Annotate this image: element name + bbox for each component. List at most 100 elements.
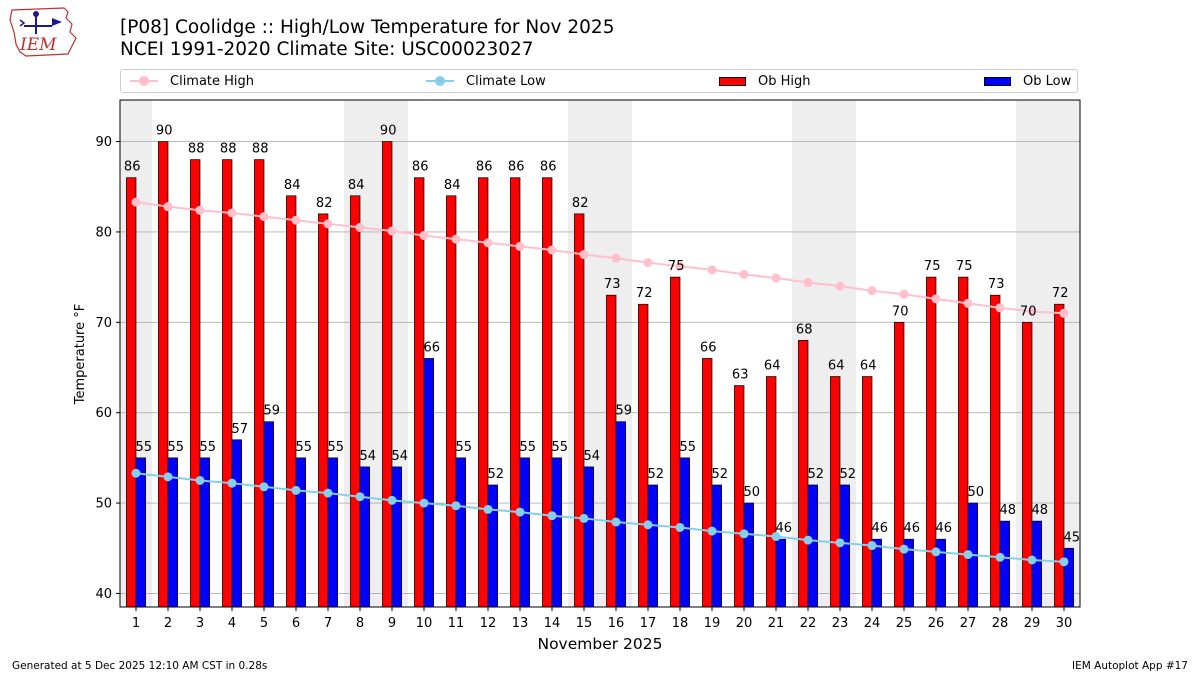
y-tick-label-40: 40 [95, 587, 112, 602]
ob-high-bar-day-15 [574, 213, 585, 608]
climate-low-point-day-9 [387, 495, 397, 505]
ob-low-value-label-day-14: 55 [552, 440, 569, 455]
climate-high-line [135, 201, 1065, 315]
ob-high-bar-day-21 [766, 376, 777, 608]
chart-title: [P08] Coolidge :: High/Low Temperature f… [120, 17, 615, 38]
climate-low-point-day-25 [899, 544, 909, 554]
ob-high-bar-day-19 [702, 358, 713, 608]
climate-low-point-day-18 [675, 522, 685, 532]
weekend-shade-day-16 [600, 100, 632, 607]
climate-high-point-day-2 [163, 202, 173, 212]
climate-high-point-day-18 [675, 261, 685, 271]
ob-high-bar-day-18 [670, 276, 681, 608]
climate-low-point-day-26 [931, 547, 941, 557]
ob-high-value-label-day-6: 84 [284, 178, 301, 193]
ob-high-bar-day-17 [638, 303, 649, 608]
climate-low-point-day-30 [1059, 557, 1069, 567]
climate-high-point-day-27 [963, 298, 973, 308]
ob-high-value-label-day-5: 88 [252, 142, 269, 157]
climate-low-point-day-14 [547, 511, 557, 521]
ob-low-bar-day-7 [327, 457, 338, 608]
ob-high-bar-day-29 [1022, 321, 1033, 608]
climate-low-point-day-15 [579, 513, 589, 523]
climate-low-line [135, 472, 1065, 563]
ob-low-bar-day-21 [775, 538, 786, 608]
ob-low-value-label-day-6: 55 [296, 440, 313, 455]
ob-high-value-label-day-8: 84 [348, 178, 365, 193]
x-tick-label-12: 12 [480, 616, 497, 631]
ob-low-value-label-day-15: 54 [584, 449, 601, 464]
ob-high-value-label-day-27: 75 [956, 259, 973, 274]
legend-item-ob-low: Ob Low [984, 70, 1071, 92]
x-tick-label-19: 19 [704, 616, 721, 631]
ob-low-bar-day-20 [743, 502, 754, 608]
x-tick-label-5: 5 [260, 616, 268, 631]
ob-high-value-label-day-30: 72 [1052, 286, 1069, 301]
x-tick-label-6: 6 [292, 616, 300, 631]
ob-low-bar-day-22 [807, 484, 818, 608]
ob-high-value-label-day-26: 75 [924, 259, 941, 274]
climate-high-point-day-9 [387, 226, 397, 236]
climate-high-point-day-30 [1059, 308, 1069, 318]
climate-low-point-day-28 [995, 552, 1005, 562]
ob-low-value-label-day-12: 52 [488, 467, 505, 482]
climate-high-point-day-5 [259, 212, 269, 222]
x-axis-label: November 2025 [537, 635, 662, 653]
ob-low-value-label-day-26: 46 [936, 521, 953, 536]
ob-low-value-label-day-16: 59 [616, 404, 633, 419]
ob-high-value-label-day-21: 64 [764, 359, 781, 374]
ob-low-bar-day-14 [551, 457, 562, 608]
y-tick-label-50: 50 [95, 497, 112, 512]
climate-low-point-day-13 [515, 507, 525, 517]
climate-high-point-day-19 [707, 265, 717, 275]
x-tick-label-20: 20 [736, 616, 753, 631]
climate-low-point-day-10 [419, 498, 429, 508]
climate-low-point-day-16 [611, 517, 621, 527]
x-tick-label-13: 13 [512, 616, 529, 631]
ob-high-value-label-day-29: 70 [1020, 304, 1037, 319]
ob-high-value-label-day-22: 68 [796, 322, 813, 337]
ob-high-bar-day-27 [958, 276, 969, 608]
ob-low-value-label-day-18: 55 [680, 440, 697, 455]
ob-low-value-label-day-10: 66 [424, 340, 441, 355]
ob-low-bar-day-26 [935, 538, 946, 608]
x-tick-label-9: 9 [388, 616, 396, 631]
ob-low-value-label-day-30: 45 [1064, 530, 1081, 545]
climate-low-point-day-7 [323, 488, 333, 498]
climate-low-point-day-3 [195, 475, 205, 485]
ob-high-bar-day-28 [990, 294, 1001, 608]
ob-low-bar-day-4 [231, 439, 242, 608]
ob-low-value-label-day-7: 55 [328, 440, 345, 455]
ob-high-bar-day-14 [542, 177, 553, 608]
weekend-shade-day-23 [824, 100, 856, 607]
climate-high-point-day-20 [739, 269, 749, 279]
climate-high-point-day-11 [451, 234, 461, 244]
ob-low-bar-day-19 [711, 484, 722, 608]
climate-high-point-day-10 [419, 231, 429, 241]
chart-subtitle: NCEI 1991-2020 Climate Site: USC00023027 [120, 39, 534, 60]
ob-high-bar-day-8 [350, 195, 361, 608]
ob-low-value-label-day-9: 54 [392, 449, 409, 464]
ob-low-value-label-day-28: 48 [1000, 503, 1017, 518]
climate-low-point-day-5 [259, 482, 269, 492]
climate-high-point-day-25 [899, 289, 909, 299]
ob-low-value-label-day-29: 48 [1032, 503, 1049, 518]
ob-high-value-label-day-20: 63 [732, 368, 749, 383]
ob-low-bar-day-16 [615, 421, 626, 608]
ob-high-value-label-day-1: 86 [124, 160, 141, 175]
ob-low-bar-day-18 [679, 457, 690, 608]
ob-high-value-label-day-13: 86 [508, 160, 525, 175]
x-tick-label-11: 11 [448, 616, 465, 631]
climate-high-point-day-23 [835, 281, 845, 291]
ob-low-bar-day-5 [263, 421, 274, 608]
ob-low-value-label-day-11: 55 [456, 440, 473, 455]
ob-low-value-label-day-17: 52 [648, 467, 665, 482]
weekend-shade-day-15 [568, 100, 600, 607]
weekend-shade-day-22 [792, 100, 824, 607]
x-tick-label-23: 23 [832, 616, 849, 631]
ob-low-bar-day-17 [647, 484, 658, 608]
ob-low-value-label-day-20: 50 [744, 485, 761, 500]
ob-high-value-label-day-19: 66 [700, 340, 717, 355]
ob-low-bar-day-11 [455, 457, 466, 608]
